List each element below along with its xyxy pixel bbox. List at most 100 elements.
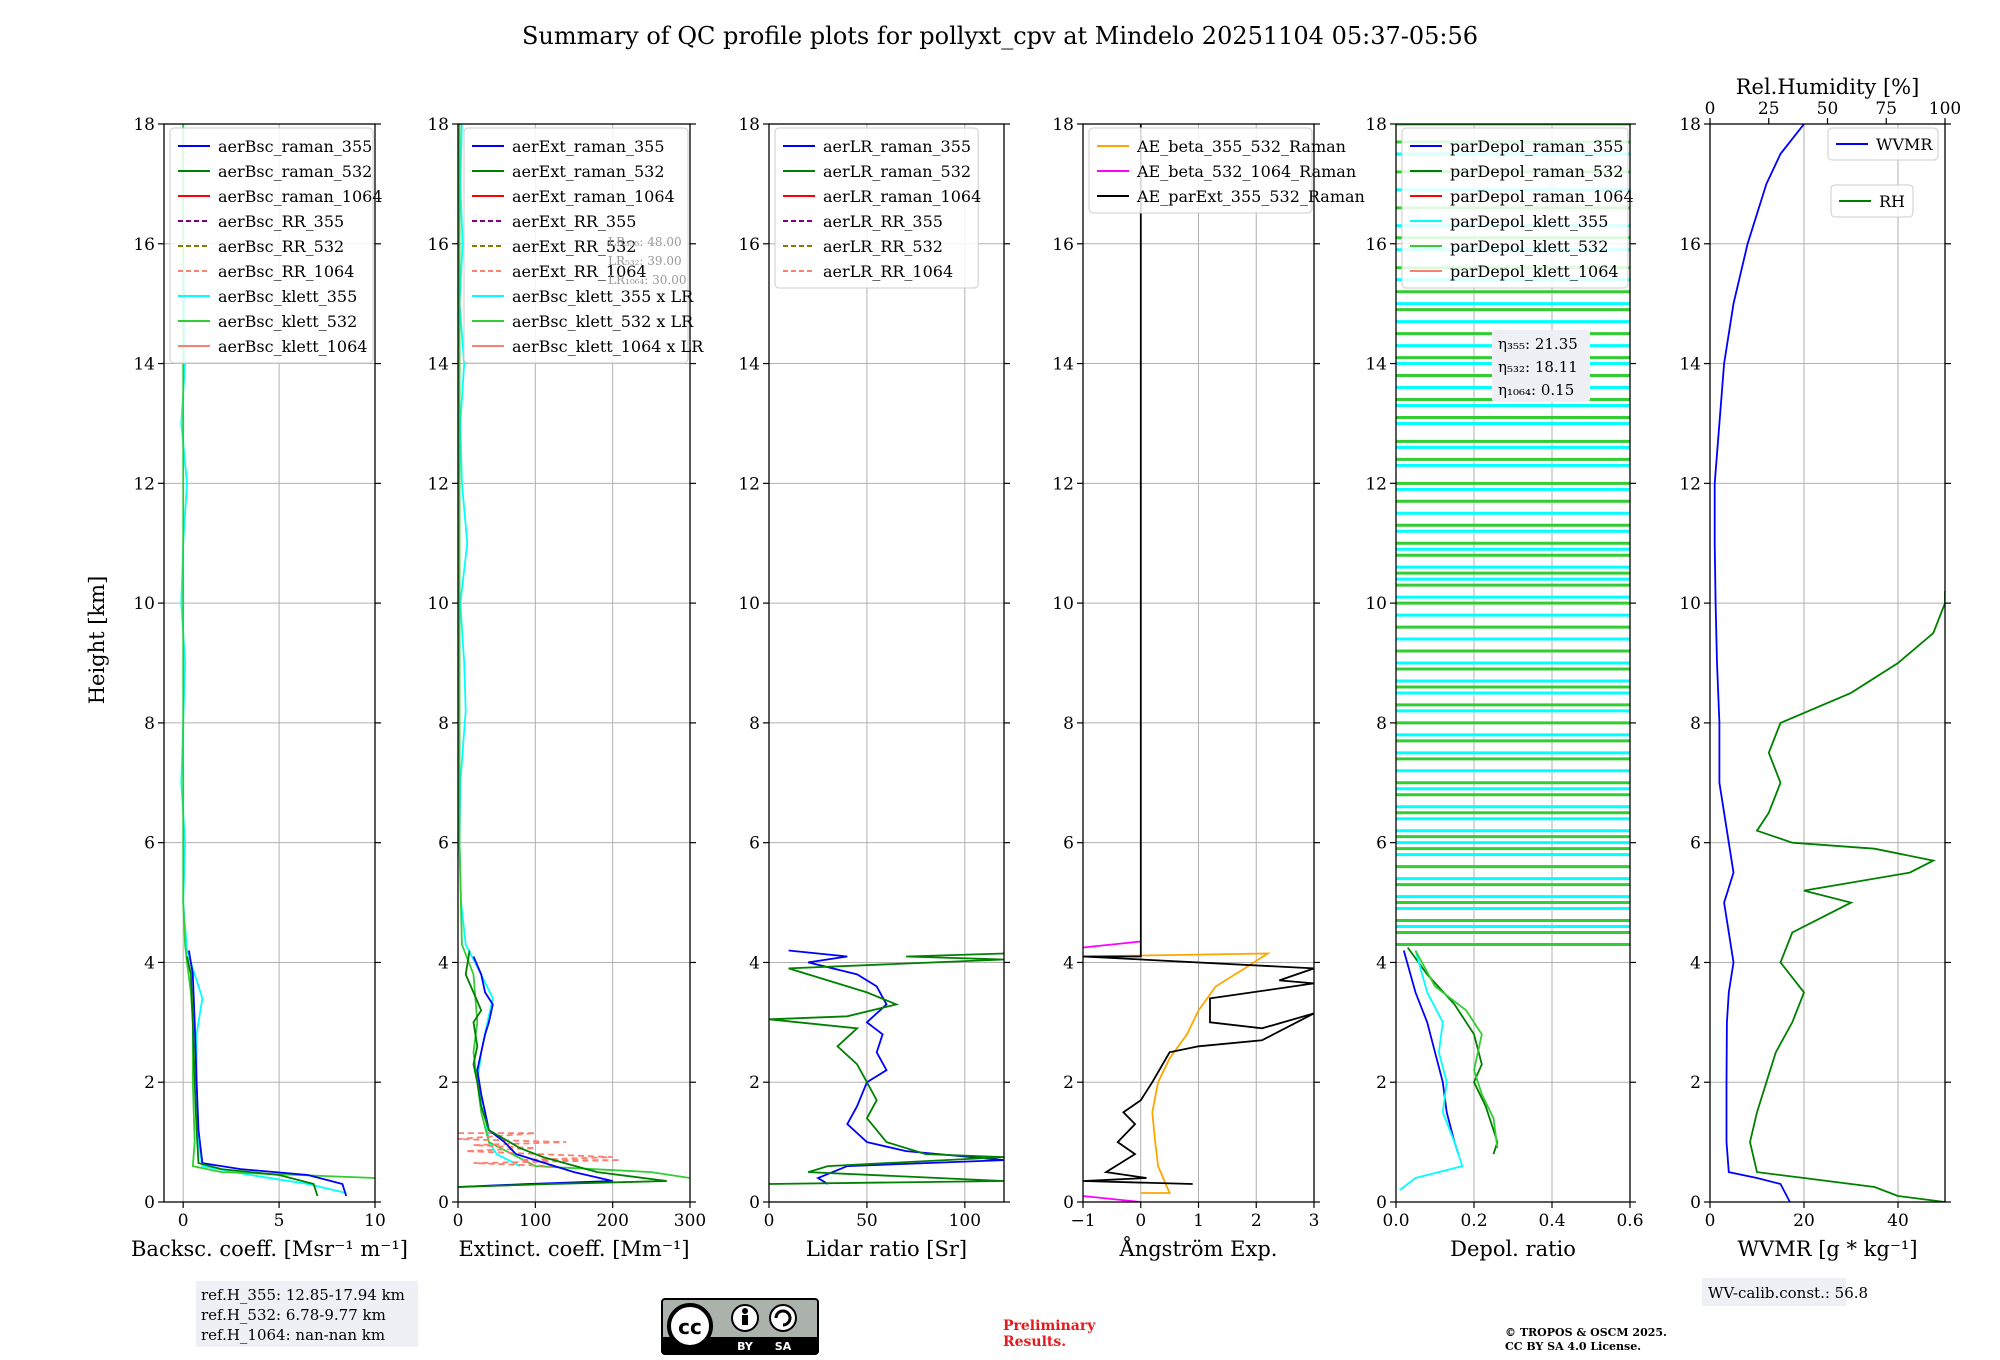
legend-label: parDepol_klett_355 [1450,212,1608,231]
series-line-aerExt_RR_1064 [458,1132,621,1167]
y-tick-label: 4 [438,953,449,973]
x-tick-label: −1 [1070,1211,1095,1231]
series-group [1083,124,1314,1202]
legend-label: aerLR_RR_355 [823,212,943,231]
ref-height-box [196,1281,418,1347]
y-tick-label: 12 [1679,474,1701,494]
y-tick-label: 14 [1679,355,1701,375]
y-tick-label: 14 [133,355,155,375]
y-tick-label: 2 [144,1073,155,1093]
legend-label: aerExt_RR_355 [512,212,636,231]
x-tick-label: 0.4 [1538,1211,1565,1231]
y-tick-label: 4 [749,953,760,973]
eta-annotation: η₁₀₆₄: 0.15 [1498,381,1574,399]
legend-label: WVMR [1876,135,1933,154]
series-line-RH [1749,591,1945,1202]
eta-annotation: η₃₅₅: 21.35 [1498,335,1578,353]
y-tick-label: 0 [438,1193,449,1213]
lr-annotation: LR₃₅₅: 48.00 [608,235,682,249]
x-tick-label: 1 [1193,1211,1204,1231]
panel-1: 0 2 4 6 8 10 12 14 16 18 0 5 10 Backsc. coeff. [Msr⁻¹… [131,115,418,1347]
y-tick-label: 8 [749,714,760,734]
x-axis-label: Lidar ratio [Sr] [806,1237,967,1261]
x-axis-label: Ångström Exp. [1119,1236,1278,1261]
eta-box [1492,330,1590,402]
legend-box [1830,184,1914,218]
legend-label: aerBsc_klett_532 x LR [512,312,694,331]
series-line-parDepol_raman_532 [1406,946,1499,1155]
x-tick-label: 2 [1251,1211,1262,1231]
y-tick-label: 2 [1690,1073,1701,1093]
x-tick-label: 0 [453,1211,464,1231]
x2-tick-label: 0 [1705,99,1716,119]
x2-tick-label: 75 [1875,99,1897,119]
legend-label: aerBsc_RR_1064 [218,262,354,281]
series-line-aerExt_raman_355 [458,956,613,1188]
y-tick-label: 12 [1365,474,1387,494]
copyright-line2: CC BY SA 4.0 License. [1505,1340,1641,1353]
eta-annotation: η₅₃₂: 18.11 [1498,358,1578,376]
series-line-aerExt_raman_532 [458,950,667,1188]
y-tick-label: 4 [1690,953,1701,973]
y-tick-label: 12 [1052,474,1074,494]
series-line-aerBsc_raman_532 [186,956,319,1197]
series-line-parDepol_klett_355 [1399,950,1464,1191]
legend-label: aerLR_raman_355 [823,137,971,156]
lr-annotation: LR₁₀₆₄: 30.00 [608,273,686,287]
legend-label: aerLR_RR_1064 [823,262,953,281]
legend-label: aerExt_raman_1064 [512,187,675,206]
legend-label: parDepol_raman_1064 [1450,187,1634,206]
x2-tick-label: 50 [1817,99,1839,119]
y-tick-label: 18 [133,115,155,135]
y-tick-label: 14 [738,355,760,375]
legend-label: aerBsc_klett_1064 x LR [512,337,704,356]
legend: WVMR RH [1827,127,1939,218]
y-tick-label: 2 [749,1073,760,1093]
y-tick-label: 18 [1365,115,1387,135]
series-group [458,124,690,1188]
y-tick-label: 8 [1063,714,1074,734]
cc-license-badge: cc BY SA [661,1298,819,1355]
legend-label: parDepol_klett_1064 [1450,262,1619,281]
legend-label: aerBsc_klett_355 x LR [512,287,694,306]
x2-tick-label: 25 [1758,99,1780,119]
series-group [769,949,1004,1185]
y-tick-label: 0 [1376,1193,1387,1213]
y-axis-label: Height [km] [85,576,109,705]
x-tick-label: 200 [596,1211,628,1231]
panel-5: 0 2 4 6 8 10 12 14 16 18 0.0 0.2 0.4 0.6 Depol. ratio p… [1365,115,1643,1261]
y-tick-label: 8 [1376,714,1387,734]
y-tick-label: 10 [1052,594,1074,614]
legend-label: aerBsc_klett_355 [218,287,357,306]
legend-label: parDepol_raman_355 [1450,137,1623,156]
series-group [180,124,375,1197]
series-line-AE_beta_532_1064_Raman_low [1083,1195,1141,1202]
legend-box [463,127,689,364]
y-tick-label: 4 [144,953,155,973]
legend-label: aerBsc_raman_355 [218,137,372,156]
legend-label: aerBsc_RR_355 [218,212,344,231]
legend-label: aerLR_raman_532 [823,162,971,181]
legend-label: aerBsc_raman_532 [218,162,372,181]
x-tick-label: 300 [674,1211,706,1231]
legend-label: aerExt_raman_355 [512,137,665,156]
y-tick-label: 14 [1365,355,1387,375]
y-tick-label: 2 [1376,1073,1387,1093]
copyright-line1: © TROPOS & OSCM 2025. [1505,1326,1667,1339]
x-tick-label: 10 [364,1211,386,1231]
y-tick-label: 16 [1679,235,1701,255]
y-tick-label: 14 [427,355,449,375]
legend-box [1401,127,1629,289]
y-tick-label: 8 [438,714,449,734]
legend-label: AE_parExt_355_532_Raman [1136,187,1365,206]
y-tick-label: 2 [438,1073,449,1093]
x-tick-label: 50 [856,1211,878,1231]
y-tick-label: 12 [133,474,155,494]
x-tick-label: 0 [1135,1211,1146,1231]
axes-frame [163,123,376,1203]
x-axis-label: Extinct. coeff. [Mm⁻¹] [458,1237,689,1261]
legend-label: RH [1879,192,1905,211]
x-tick-label: 100 [949,1211,981,1231]
